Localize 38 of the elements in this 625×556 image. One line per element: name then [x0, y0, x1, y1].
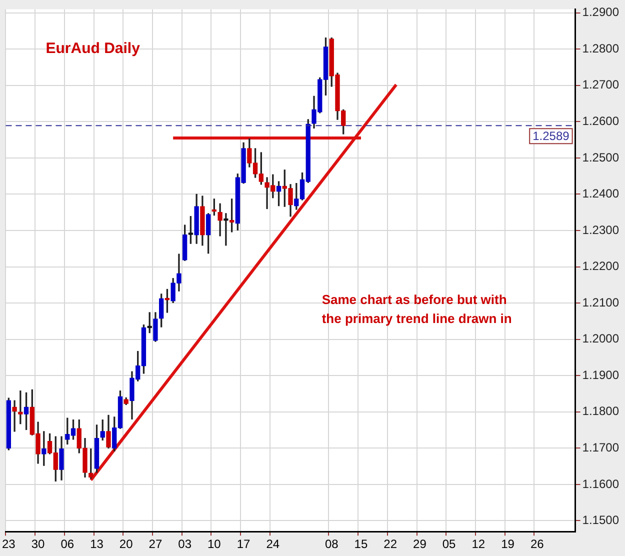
- y-tick-label: 1.1800: [582, 404, 620, 418]
- y-tick-label: 1.1900: [582, 368, 620, 382]
- y-tick-label: 1.2300: [582, 222, 620, 237]
- x-tick-label: 17: [236, 537, 251, 552]
- x-tick-label: 13: [90, 537, 104, 552]
- x-tick-label: 27: [148, 537, 162, 552]
- y-tick-label: 1.2000: [582, 332, 620, 346]
- x-tick-label: 10: [208, 537, 222, 552]
- x-tick-label: 30: [31, 537, 46, 552]
- y-tick-label: 1.2700: [582, 78, 620, 92]
- y-tick-label: 1.2100: [582, 295, 620, 310]
- y-tick-label: 1.2800: [582, 41, 620, 56]
- x-tick-label: 12: [472, 537, 486, 552]
- x-tick-label: 06: [60, 537, 74, 552]
- x-tick-label: 03: [178, 537, 192, 552]
- text: EurAud Daily: [46, 40, 141, 57]
- candlestick: [12, 400, 17, 432]
- x-tick-label: 15: [354, 537, 368, 552]
- y-tick-label: 1.1600: [582, 476, 620, 491]
- y-tick-label: 1.2500: [582, 150, 620, 164]
- x-tick-label: 08: [324, 537, 339, 552]
- y-tick-label: 1.2400: [582, 186, 620, 201]
- x-tick-label: 05: [442, 537, 456, 552]
- y-tick-label: 1.1500: [582, 513, 620, 528]
- x-tick-label: 29: [413, 537, 427, 552]
- x-tick-label: 20: [119, 537, 134, 552]
- y-tick-label: 1.2900: [582, 5, 620, 20]
- x-tick-label: 26: [530, 537, 544, 552]
- x-tick-label: 19: [501, 537, 515, 552]
- annotation: Same chart as before but with the primary trend line drawn in: [322, 292, 512, 326]
- x-tick-label: 22: [384, 537, 398, 552]
- y-tick-label: 1.1700: [582, 440, 620, 454]
- x-tick-label: 23: [2, 537, 16, 552]
- x-tick-label: 24: [266, 537, 280, 552]
- y-tick-label: 1.2600: [582, 114, 620, 128]
- candlestick: [224, 213, 228, 246]
- ref-line-label: 1.2589: [532, 128, 570, 143]
- y-tick-label: 1.2200: [582, 259, 620, 274]
